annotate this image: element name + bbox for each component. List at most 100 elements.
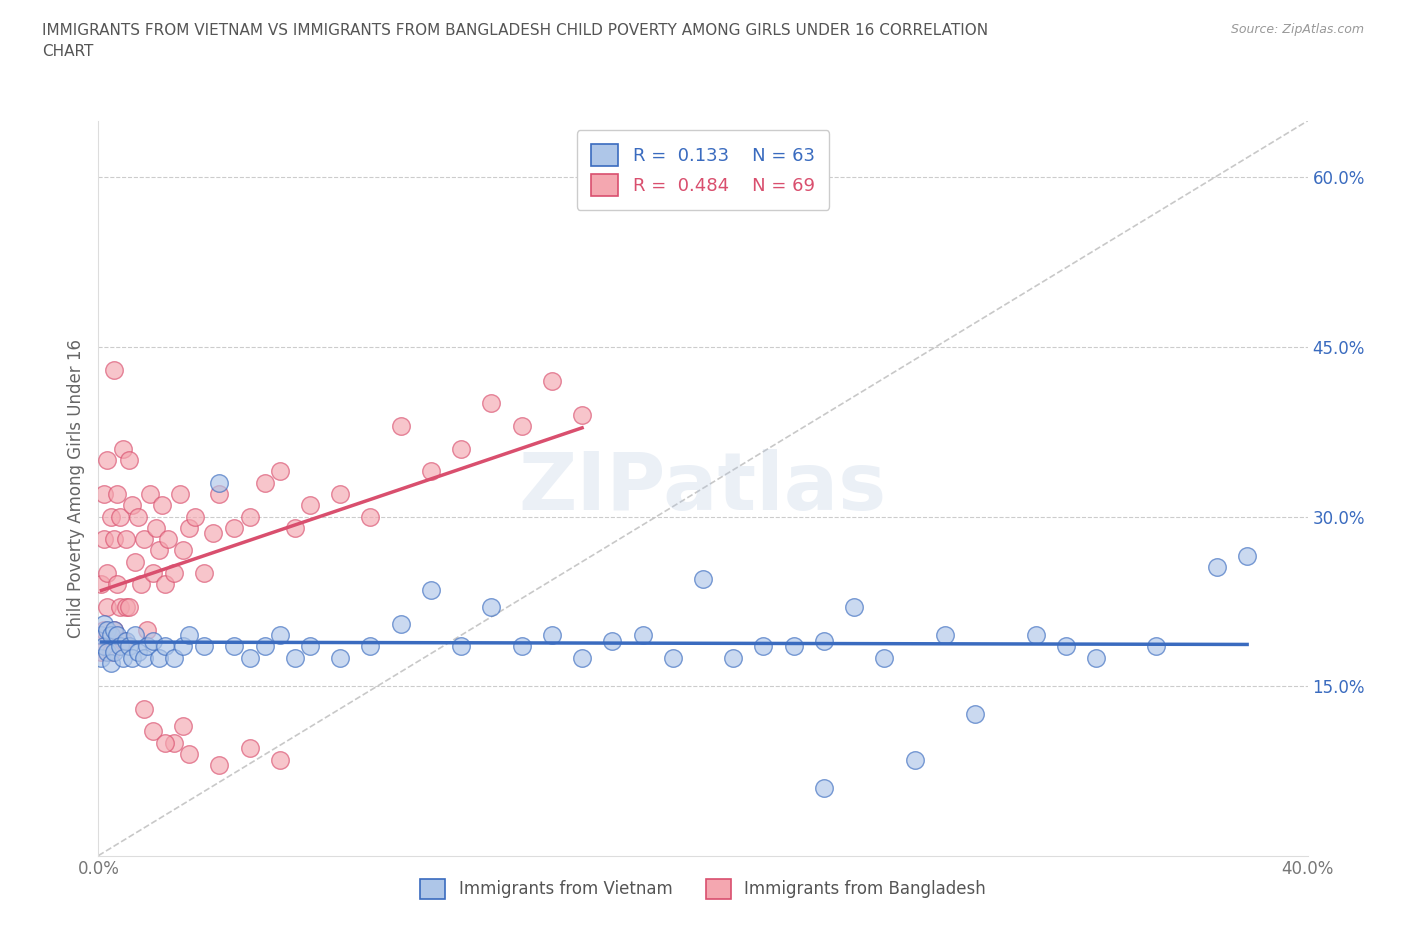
Point [163,735,186,750]
Point [93,486,115,501]
Point [420,582,443,597]
Point [118,453,141,468]
Point [239,650,262,665]
Point [103,362,125,377]
Point [1054,639,1077,654]
Point [299,498,322,512]
Point [100,628,122,643]
Point [127,644,149,659]
Point [360,639,382,654]
Point [329,650,352,665]
Text: IMMIGRANTS FROM VIETNAM VS IMMIGRANTS FROM BANGLADESH CHILD POVERTY AMONG GIRLS : IMMIGRANTS FROM VIETNAM VS IMMIGRANTS FR… [42,23,988,60]
Point [127,509,149,524]
Point [179,628,201,643]
Point [1085,650,1108,665]
Point [121,498,143,512]
Point [135,639,157,654]
Point [571,650,593,665]
Point [224,639,246,654]
Point [90,650,112,665]
Point [481,600,503,615]
Point [360,509,382,524]
Point [142,633,165,648]
Point [111,441,134,456]
Point [100,509,122,524]
Point [108,509,131,524]
Point [239,741,262,756]
Point [269,628,291,643]
Point [90,628,112,643]
Point [132,650,155,665]
Point [142,565,165,580]
Point [571,407,593,422]
Point [148,650,170,665]
Point [132,532,155,547]
Point [96,565,118,580]
Point [114,633,136,648]
Point [150,498,173,512]
Point [692,571,714,586]
Point [934,628,956,643]
Point [103,532,125,547]
Point [118,600,141,615]
Point [184,509,207,524]
Point [103,622,125,637]
Point [124,554,146,569]
Text: ZIPatlas: ZIPatlas [519,449,887,527]
Text: Source: ZipAtlas.com: Source: ZipAtlas.com [1230,23,1364,36]
Point [145,521,167,536]
Point [96,453,118,468]
Point [132,701,155,716]
Point [90,628,112,643]
Point [965,707,987,722]
Point [156,532,179,547]
Point [284,521,307,536]
Point [873,650,896,665]
Point [135,622,157,637]
Point [208,475,231,490]
Point [139,486,162,501]
Point [510,418,533,433]
Point [153,735,176,750]
Point [389,617,412,631]
Point [813,633,835,648]
Point [631,628,654,643]
Point [239,509,262,524]
Point [105,486,128,501]
Point [420,464,443,479]
Point [179,521,201,536]
Point [481,396,503,411]
Point [93,617,115,631]
Point [1236,549,1258,564]
Point [193,639,215,654]
Point [105,577,128,591]
Point [93,639,115,654]
Point [90,644,112,659]
Point [299,639,322,654]
Point [90,577,112,591]
Point [540,628,562,643]
Point [253,475,276,490]
Point [904,752,927,767]
Point [114,600,136,615]
Point [96,644,118,659]
Point [96,600,118,615]
Point [111,633,134,648]
Point [153,577,176,591]
Legend: Immigrants from Vietnam, Immigrants from Bangladesh: Immigrants from Vietnam, Immigrants from… [406,866,1000,912]
Point [121,650,143,665]
Point [172,718,194,733]
Point [723,650,745,665]
Point [172,639,194,654]
Point [172,543,194,558]
Point [163,565,186,580]
Point [163,650,186,665]
Point [661,650,683,665]
Point [193,565,215,580]
Point [100,656,122,671]
Point [284,650,307,665]
Point [269,752,291,767]
Point [100,644,122,659]
Point [103,644,125,659]
Point [540,374,562,389]
